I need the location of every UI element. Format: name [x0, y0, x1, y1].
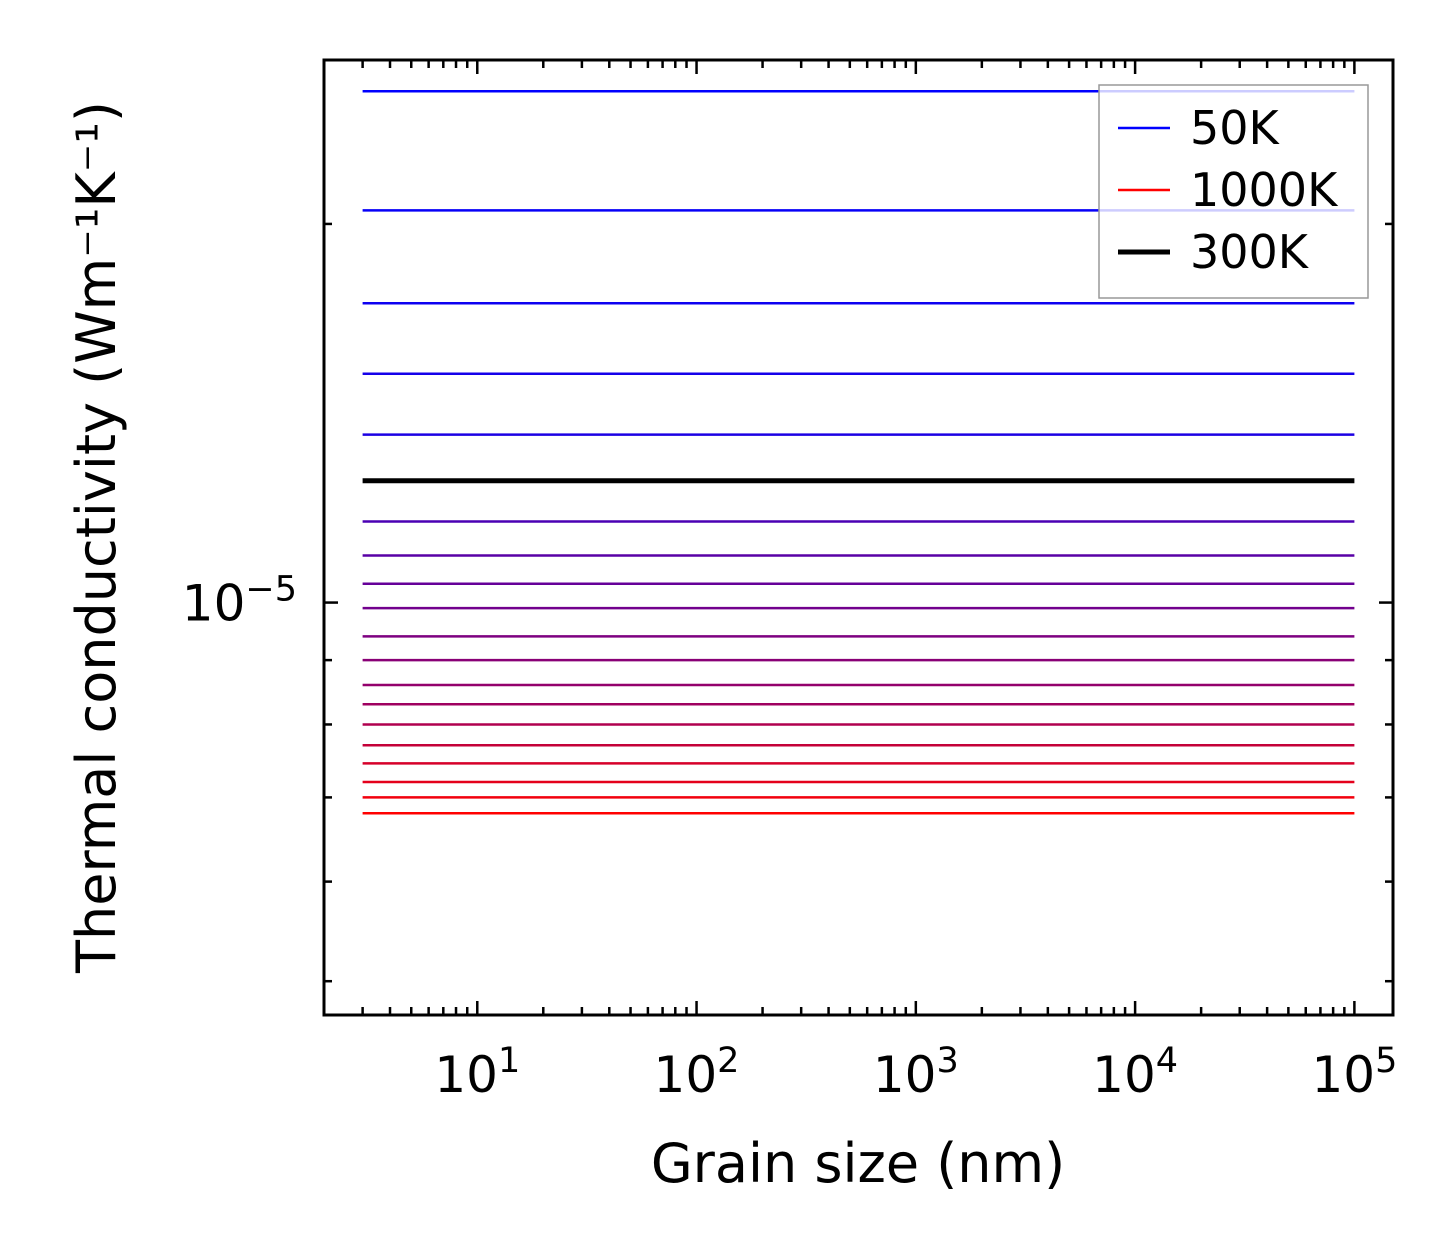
x-tick-label: 101: [434, 1041, 520, 1104]
x-tick-label: 102: [654, 1041, 740, 1104]
x-tick-labels: 101 102 103 104 105: [434, 1041, 1397, 1104]
legend-box: [1098, 84, 1369, 299]
x-tick-label: 103: [873, 1041, 959, 1104]
x-tick-label: 104: [1092, 1041, 1178, 1104]
y-tick-label: 10−5: [182, 570, 297, 633]
legend: 50K 1000K 300K: [1098, 84, 1369, 299]
x-tick-label: 105: [1311, 1041, 1397, 1104]
plot-frame: [322, 58, 1395, 1017]
y-tick-labels: 10−5: [182, 570, 297, 633]
series-layer: [362, 89, 1355, 815]
y-axis-label: Thermal conductivity (Wm⁻¹K⁻¹): [65, 101, 128, 974]
x-axis-label: Grain size (nm): [651, 1132, 1065, 1195]
legend-label-300K: 300K: [1190, 225, 1310, 279]
legend-label-50K: 50K: [1190, 101, 1281, 155]
legend-label-1000K: 1000K: [1190, 163, 1339, 217]
